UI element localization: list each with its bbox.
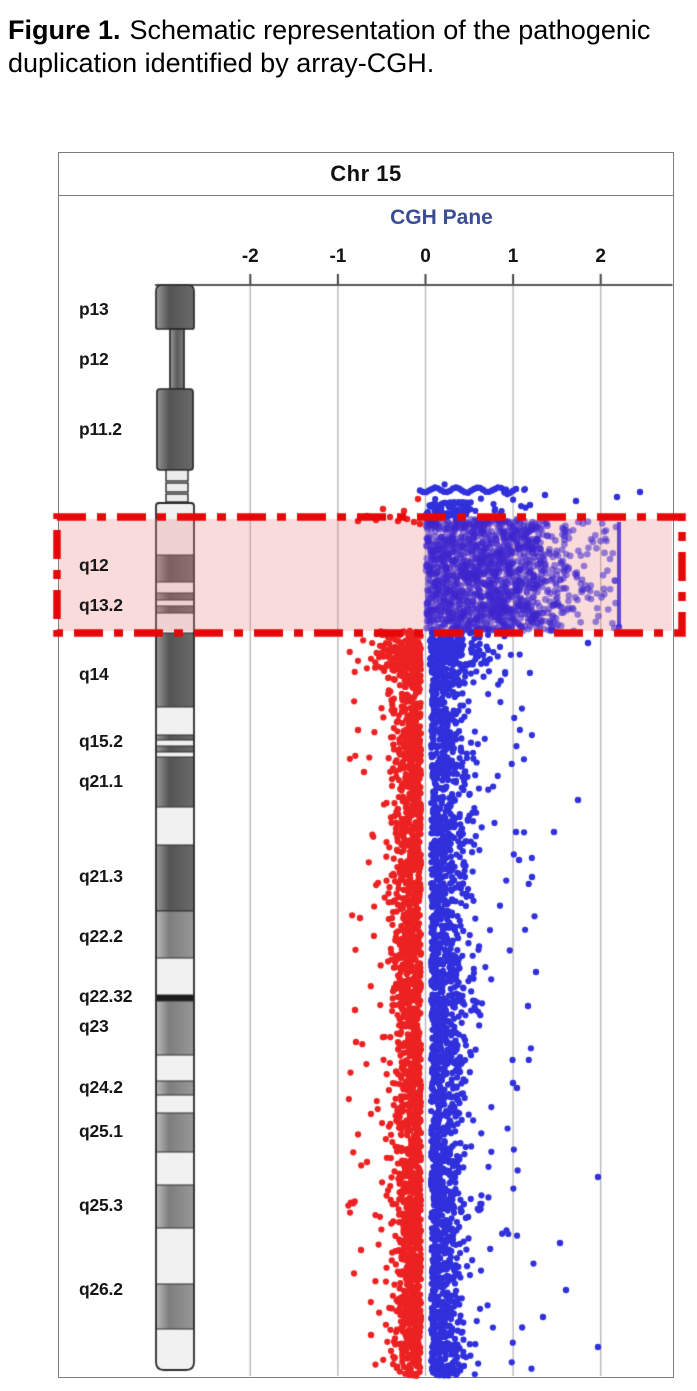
cytoband-label: q21.3 (79, 866, 123, 886)
cytoband-label: q26.2 (79, 1279, 123, 1299)
cytoband-label: p13 (79, 299, 109, 319)
cytoband-label: q25.3 (79, 1195, 123, 1215)
cytoband-label: q12 (79, 555, 109, 575)
cytoband-label: q23 (79, 1016, 109, 1036)
x-tick-label: 0 (420, 246, 431, 267)
cytoband-label: p11.2 (79, 419, 122, 439)
cytoband-label: q14 (79, 664, 109, 684)
cytoband-label: q22.2 (79, 926, 123, 946)
cytoband-label: q15.2 (79, 731, 123, 751)
cytoband-label: q25.1 (79, 1121, 123, 1141)
x-tick-label: -2 (241, 246, 259, 267)
cytoband-label: q13.2 (79, 595, 123, 615)
x-tick-label: 1 (507, 246, 519, 267)
x-tick-label: 2 (595, 246, 606, 267)
cytoband-label: q22.32 (79, 986, 133, 1006)
cytoband-label: q24.2 (79, 1077, 123, 1097)
x-tick-label: -1 (329, 246, 347, 267)
cytoband-label: p12 (79, 349, 109, 369)
cytoband-label: q21.1 (79, 771, 123, 791)
